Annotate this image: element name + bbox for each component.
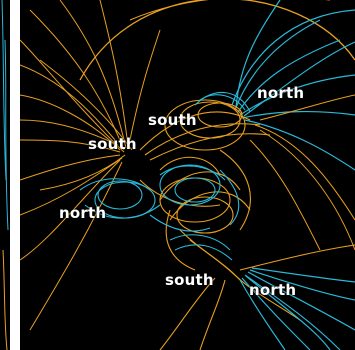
north-pole-label-bottom-right: north bbox=[249, 281, 297, 299]
south-pole-label-left: south bbox=[88, 135, 137, 153]
magnetic-field-visualization: north south south north south north bbox=[20, 0, 355, 350]
south-pole-label-upper-center: south bbox=[148, 111, 197, 129]
left-edge-image-strip bbox=[0, 0, 10, 350]
field-lines-graphic bbox=[20, 0, 355, 350]
north-pole-label-top-right: north bbox=[257, 84, 305, 102]
south-pole-label-bottom: south bbox=[165, 271, 214, 289]
north-pole-label-left: north bbox=[59, 204, 107, 222]
